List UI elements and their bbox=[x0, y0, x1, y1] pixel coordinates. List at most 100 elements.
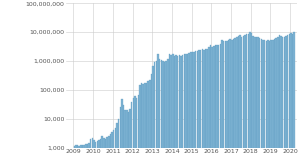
Bar bbox=[95, 142, 96, 168]
Bar bbox=[177, 56, 178, 168]
Bar bbox=[131, 101, 133, 168]
Bar bbox=[287, 35, 288, 168]
Bar bbox=[252, 36, 254, 168]
Bar bbox=[234, 38, 236, 168]
Bar bbox=[289, 34, 290, 168]
Bar bbox=[110, 134, 111, 168]
Bar bbox=[170, 55, 172, 168]
Bar bbox=[187, 54, 188, 168]
Bar bbox=[241, 37, 242, 168]
Bar bbox=[257, 37, 259, 168]
Bar bbox=[157, 54, 159, 168]
Bar bbox=[195, 51, 196, 168]
Bar bbox=[224, 41, 226, 168]
Bar bbox=[280, 36, 282, 168]
Bar bbox=[118, 119, 119, 168]
Bar bbox=[164, 62, 165, 168]
Bar bbox=[279, 35, 280, 168]
Bar bbox=[285, 36, 287, 168]
Bar bbox=[226, 41, 228, 168]
Bar bbox=[162, 61, 164, 168]
Bar bbox=[142, 84, 144, 168]
Bar bbox=[85, 144, 86, 168]
Bar bbox=[121, 99, 123, 168]
Bar bbox=[213, 46, 214, 168]
Bar bbox=[159, 59, 160, 168]
Bar bbox=[292, 34, 293, 168]
Bar bbox=[151, 74, 152, 168]
Bar bbox=[205, 49, 206, 168]
Bar bbox=[259, 38, 260, 168]
Bar bbox=[152, 66, 154, 168]
Bar bbox=[133, 98, 134, 168]
Bar bbox=[139, 85, 141, 168]
Bar bbox=[105, 139, 106, 168]
Bar bbox=[134, 96, 136, 168]
Bar bbox=[233, 39, 234, 168]
Bar bbox=[284, 37, 285, 168]
Bar bbox=[244, 35, 246, 168]
Bar bbox=[174, 56, 175, 168]
Bar bbox=[115, 128, 116, 168]
Bar bbox=[111, 132, 113, 168]
Bar bbox=[138, 95, 139, 168]
Bar bbox=[243, 36, 244, 168]
Bar bbox=[156, 61, 157, 168]
Bar bbox=[267, 40, 269, 168]
Bar bbox=[239, 35, 241, 168]
Bar bbox=[149, 80, 151, 168]
Bar bbox=[180, 56, 182, 168]
Bar bbox=[90, 139, 92, 168]
Bar bbox=[98, 140, 100, 168]
Bar bbox=[119, 108, 121, 168]
Bar bbox=[166, 61, 167, 168]
Bar bbox=[208, 47, 210, 168]
Bar bbox=[136, 98, 137, 168]
Bar bbox=[146, 83, 147, 168]
Bar bbox=[77, 145, 78, 168]
Bar bbox=[275, 38, 277, 168]
Bar bbox=[128, 112, 129, 168]
Bar bbox=[160, 60, 162, 168]
Bar bbox=[216, 45, 218, 168]
Bar bbox=[103, 138, 105, 168]
Bar bbox=[218, 45, 220, 168]
Bar bbox=[223, 41, 224, 168]
Bar bbox=[144, 83, 146, 168]
Bar bbox=[261, 39, 262, 168]
Bar bbox=[251, 33, 252, 168]
Bar bbox=[200, 50, 201, 168]
Bar bbox=[249, 32, 250, 168]
Bar bbox=[269, 41, 270, 168]
Bar bbox=[230, 39, 231, 168]
Bar bbox=[97, 141, 98, 168]
Bar bbox=[210, 45, 211, 168]
Bar bbox=[188, 53, 190, 168]
Bar bbox=[101, 136, 103, 168]
Bar bbox=[75, 144, 77, 168]
Bar bbox=[238, 36, 239, 168]
Bar bbox=[196, 51, 198, 168]
Bar bbox=[106, 137, 108, 168]
Bar bbox=[206, 49, 208, 168]
Bar bbox=[221, 40, 223, 168]
Bar bbox=[254, 37, 256, 168]
Bar bbox=[175, 55, 177, 168]
Bar bbox=[113, 130, 114, 168]
Bar bbox=[282, 37, 284, 168]
Bar bbox=[129, 109, 131, 168]
Bar bbox=[83, 144, 85, 168]
Bar bbox=[290, 33, 292, 168]
Bar bbox=[123, 105, 124, 168]
Bar bbox=[124, 110, 126, 168]
Bar bbox=[215, 45, 216, 168]
Bar bbox=[178, 55, 180, 168]
Bar bbox=[203, 50, 205, 168]
Bar bbox=[172, 54, 173, 168]
Bar bbox=[108, 136, 110, 168]
Bar bbox=[79, 145, 80, 168]
Bar bbox=[92, 138, 93, 168]
Bar bbox=[277, 37, 278, 168]
Bar bbox=[194, 52, 195, 168]
Bar bbox=[236, 37, 238, 168]
